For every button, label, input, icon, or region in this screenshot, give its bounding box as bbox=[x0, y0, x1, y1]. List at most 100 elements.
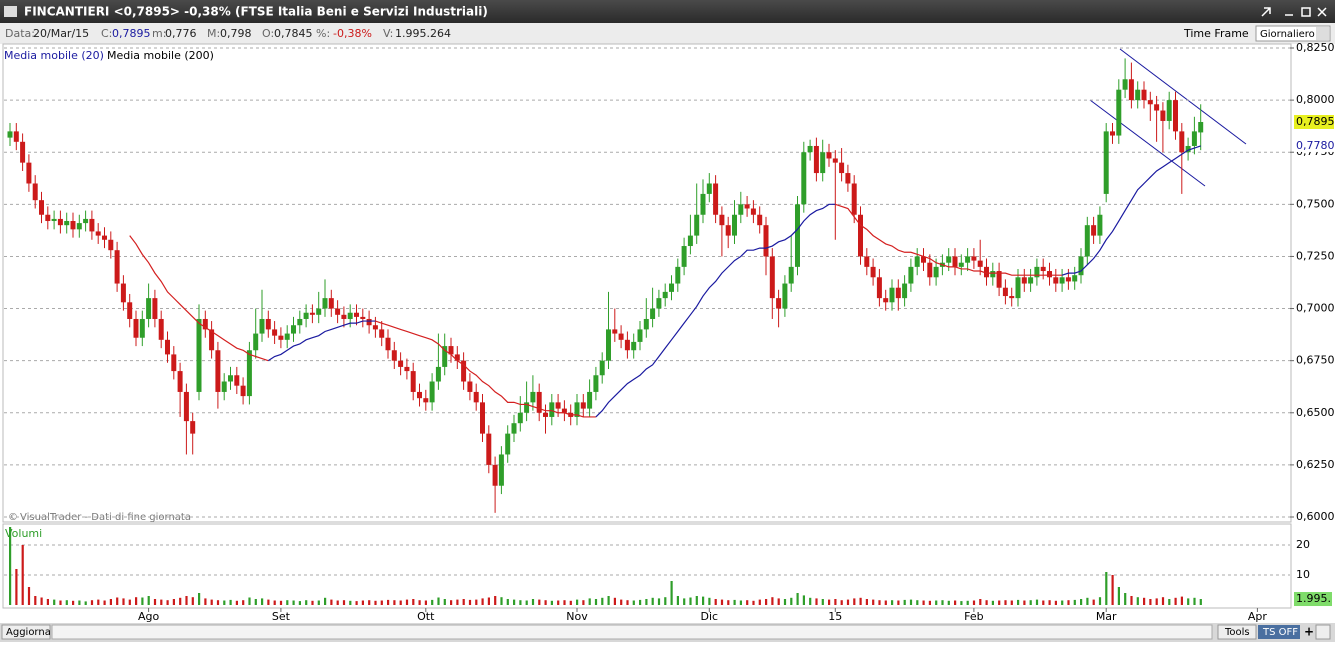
tools-icon[interactable] bbox=[1261, 7, 1271, 17]
volume-bar bbox=[802, 595, 805, 605]
volume-bar bbox=[172, 599, 175, 605]
volume-bar bbox=[21, 545, 24, 605]
volume-bar bbox=[645, 599, 648, 605]
candle-body bbox=[303, 312, 309, 319]
volume-bar bbox=[1010, 600, 1013, 605]
candle-body bbox=[284, 333, 290, 340]
ts-button[interactable] bbox=[1258, 625, 1300, 639]
candle-body bbox=[234, 375, 240, 386]
volume-bar bbox=[1017, 599, 1020, 605]
candle-body bbox=[498, 454, 504, 486]
candle-body bbox=[1122, 79, 1128, 90]
volume-bar bbox=[380, 600, 383, 605]
volume-bar bbox=[834, 599, 837, 605]
candle-body bbox=[1040, 266, 1046, 272]
last-volume-tag bbox=[1294, 592, 1332, 607]
candle-body bbox=[108, 239, 114, 251]
candle-body bbox=[417, 391, 422, 399]
candle-body bbox=[1154, 104, 1160, 111]
candle-body bbox=[1091, 225, 1097, 236]
volume-bar bbox=[40, 597, 43, 605]
y-tick-label: 0,7500 bbox=[1296, 197, 1335, 210]
x-tick-label: Feb bbox=[964, 610, 983, 623]
volume-bar bbox=[720, 599, 724, 605]
candle-body bbox=[549, 402, 555, 417]
volume-bar bbox=[576, 599, 579, 605]
candle-body bbox=[965, 256, 971, 263]
candle-body bbox=[45, 214, 51, 222]
candle-body bbox=[807, 145, 813, 153]
volume-bar bbox=[456, 599, 459, 605]
maximize[interactable] bbox=[1301, 7, 1311, 17]
candle-body bbox=[1166, 100, 1172, 121]
volume-bar bbox=[191, 597, 194, 605]
candle-body bbox=[675, 266, 681, 284]
candle-body bbox=[70, 221, 76, 230]
y-tick-label: 0,8000 bbox=[1296, 93, 1335, 106]
volume-bar bbox=[1130, 596, 1133, 605]
dropdown-button[interactable] bbox=[1316, 27, 1329, 40]
candle-body bbox=[448, 346, 454, 355]
candle-body bbox=[996, 271, 1002, 288]
candle-body bbox=[530, 391, 536, 403]
volume-bar bbox=[506, 599, 509, 605]
candle-body bbox=[902, 283, 908, 299]
candle-body bbox=[990, 271, 996, 278]
candle-body bbox=[1173, 100, 1178, 132]
volume-bar bbox=[569, 600, 572, 605]
candle-body bbox=[1059, 277, 1065, 284]
info-group: Data:20/Mar/15 C: 0,7895 m:0,776 M: 0,798 O: 0,… bbox=[5, 27, 451, 40]
volume-bar bbox=[809, 597, 812, 605]
candle-body bbox=[782, 283, 788, 309]
volume-bar bbox=[1124, 593, 1127, 605]
volume-bar bbox=[815, 598, 818, 605]
close[interactable] bbox=[1317, 7, 1327, 17]
moving-average bbox=[1061, 145, 1201, 276]
candle-body bbox=[64, 221, 70, 226]
candle-body bbox=[146, 298, 152, 319]
tools-button[interactable] bbox=[1217, 624, 1257, 640]
volume-bar bbox=[752, 600, 755, 605]
app-icon bbox=[4, 6, 17, 17]
volume-bar bbox=[135, 597, 138, 605]
volume-bar bbox=[53, 599, 56, 605]
candle-body bbox=[26, 162, 32, 184]
candle-body bbox=[492, 464, 498, 486]
volume-bar bbox=[538, 599, 541, 605]
volume-bar bbox=[147, 596, 150, 605]
volume-bar bbox=[727, 600, 730, 605]
candle-body bbox=[158, 318, 164, 340]
y-tick-label: 0,6250 bbox=[1296, 458, 1335, 471]
moving-average bbox=[835, 203, 1063, 276]
candle-body bbox=[410, 371, 416, 392]
volume-bar bbox=[405, 599, 409, 605]
candle-body bbox=[631, 341, 637, 351]
refresh-button[interactable] bbox=[1, 624, 51, 640]
candle-body bbox=[347, 312, 353, 319]
menu-button[interactable] bbox=[1315, 624, 1331, 640]
candle-body bbox=[700, 193, 706, 215]
volume-bar bbox=[1073, 599, 1076, 605]
volume-bar bbox=[954, 600, 957, 605]
candle-body bbox=[1128, 79, 1134, 101]
x-tick-label: Ago bbox=[138, 610, 160, 623]
moving-average bbox=[267, 320, 376, 362]
volume-bar bbox=[796, 593, 799, 605]
zoom-in[interactable]: + bbox=[1304, 625, 1314, 639]
y-tick-label: 0,6750 bbox=[1296, 354, 1335, 367]
last-ma-label: 0,7780 bbox=[1296, 139, 1335, 152]
candle-body bbox=[240, 385, 246, 397]
scrollbar[interactable] bbox=[51, 624, 1213, 640]
volume-bar bbox=[513, 599, 516, 605]
moving-average bbox=[129, 235, 269, 362]
period-select[interactable] bbox=[1255, 25, 1331, 42]
volume-bar bbox=[1092, 599, 1095, 605]
candle-body bbox=[650, 308, 656, 319]
candle-body bbox=[221, 381, 227, 392]
candle-body bbox=[952, 256, 958, 267]
candle-body bbox=[1028, 277, 1034, 284]
title-bar bbox=[0, 0, 1335, 23]
candle-body bbox=[209, 329, 215, 351]
candle-body bbox=[127, 302, 133, 319]
